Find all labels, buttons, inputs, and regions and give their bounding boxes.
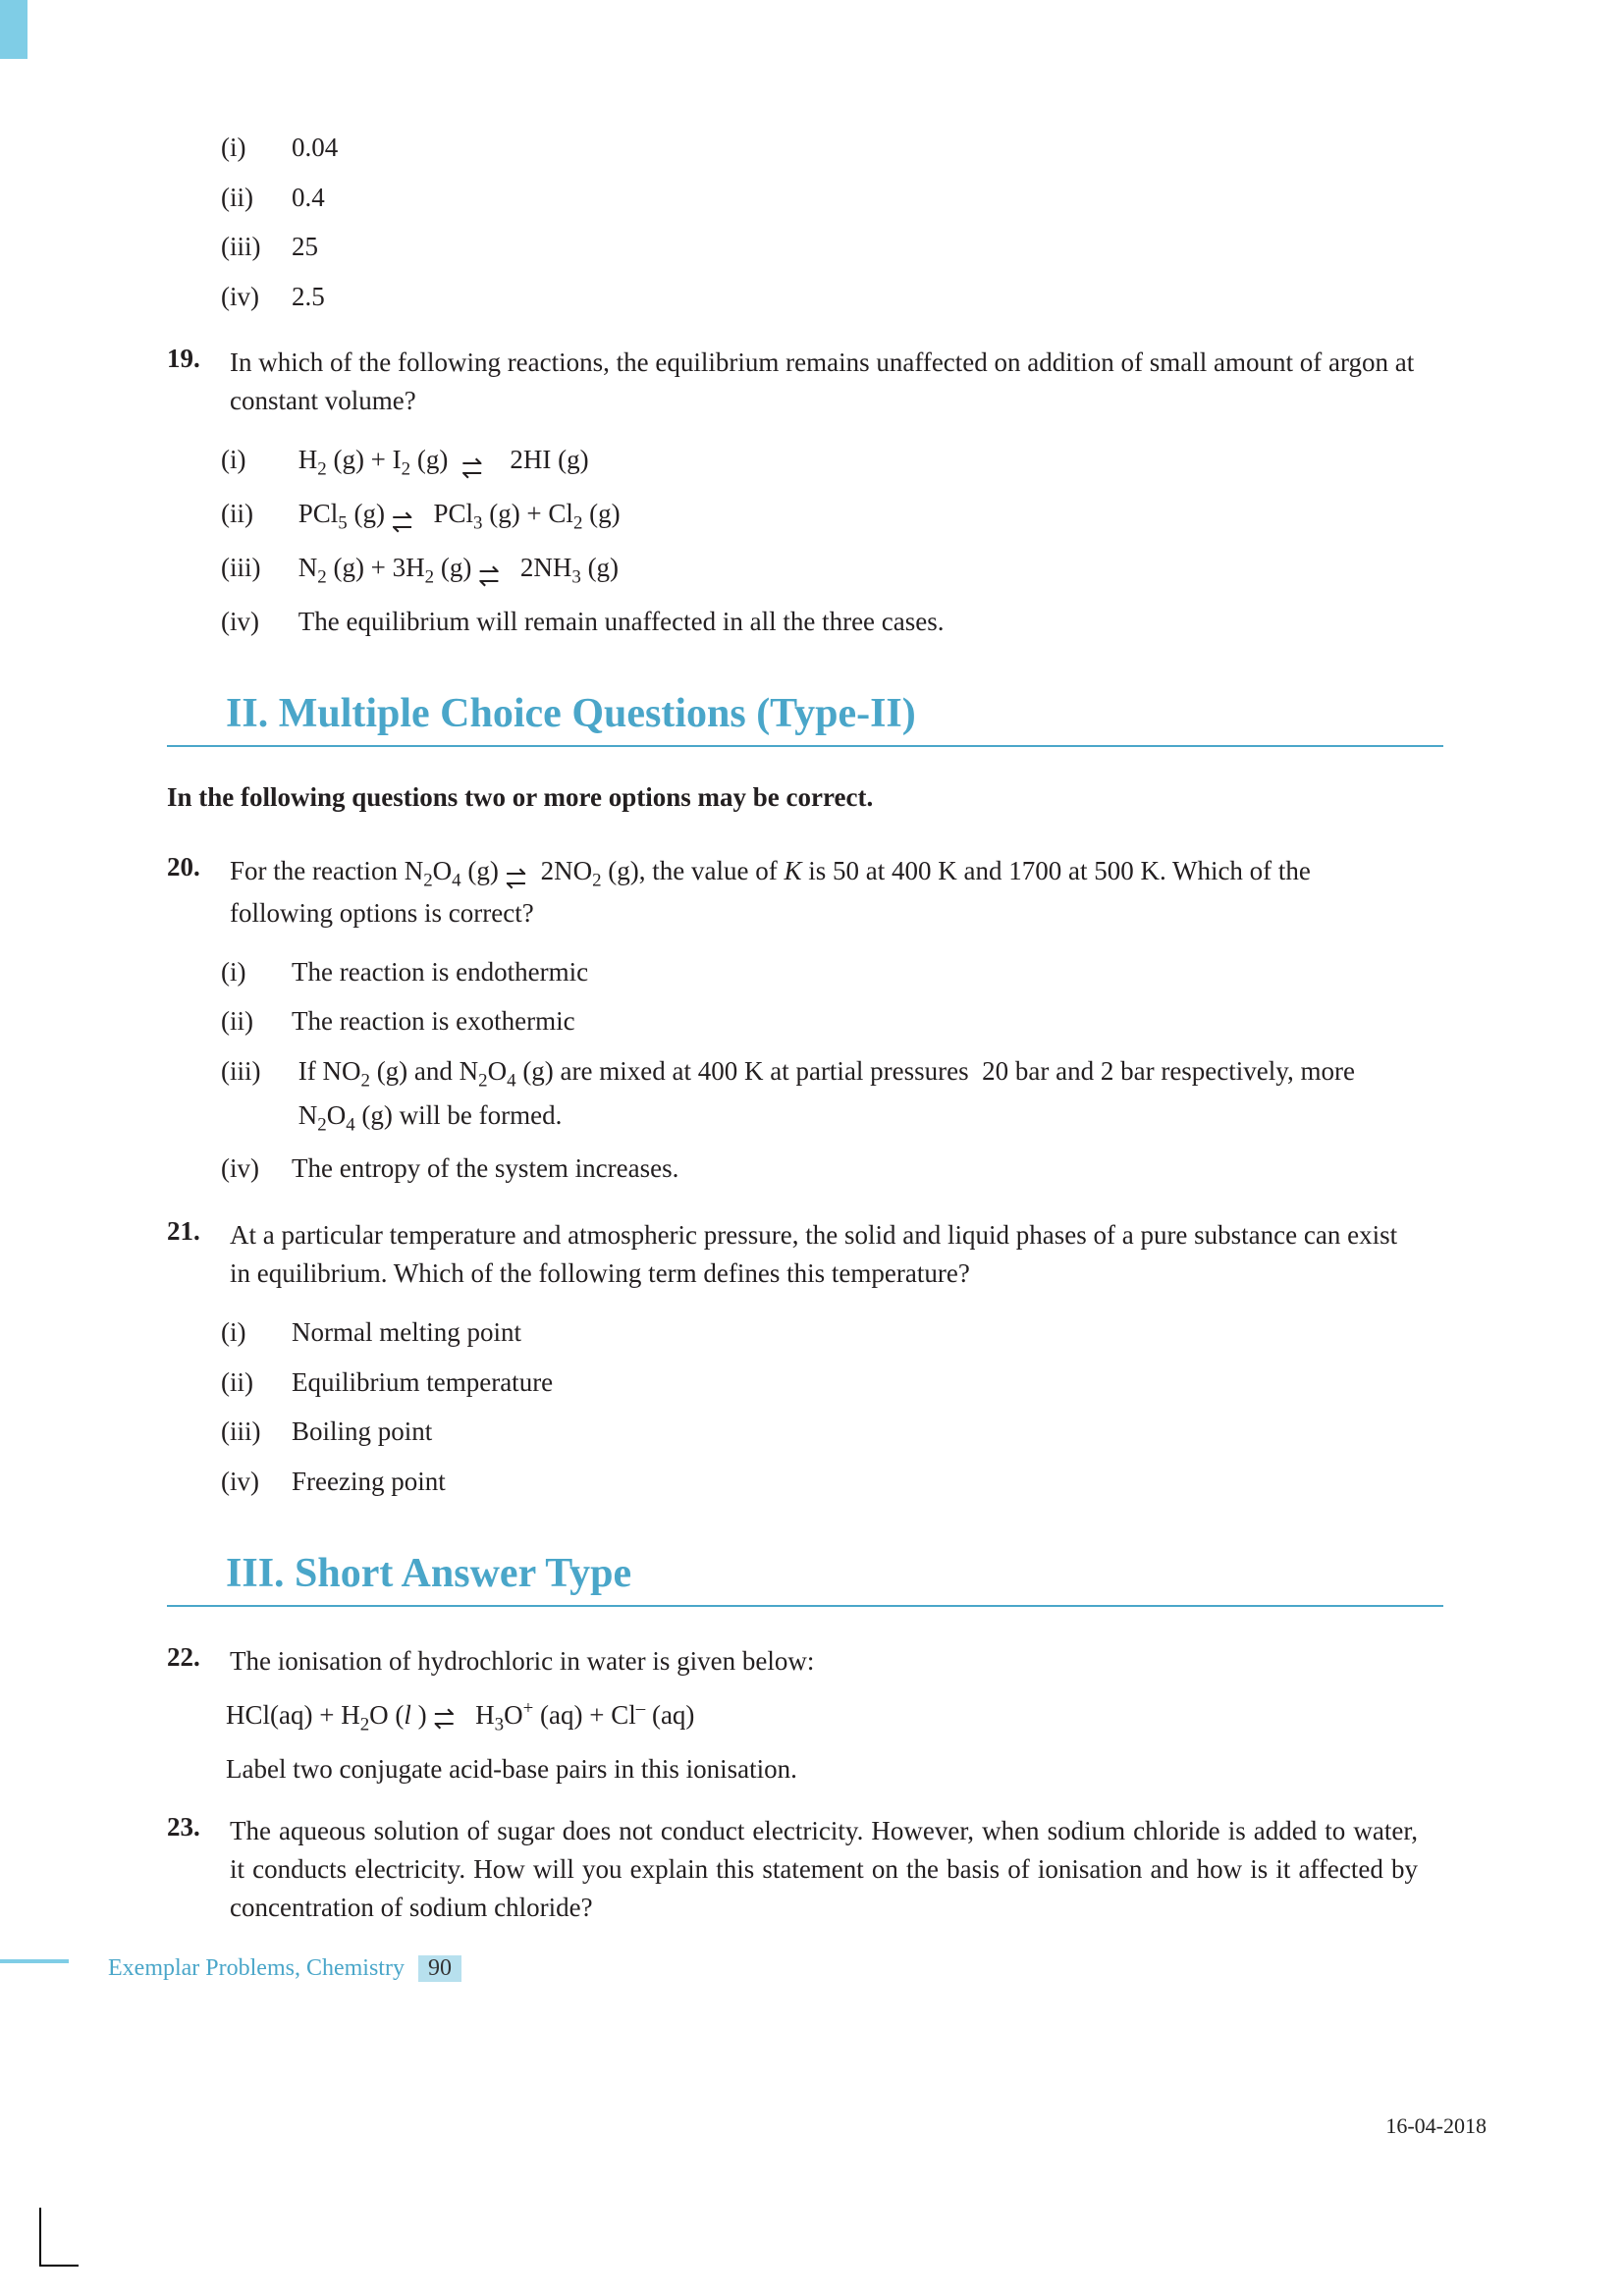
section-2-rule (167, 745, 1443, 747)
crop-mark (39, 2208, 98, 2267)
footer-text: Exemplar Problems, Chemistry (108, 1955, 405, 1981)
q22-text: The ionisation of hydrochloric in water … (230, 1642, 1418, 1681)
q18-options: (i)0.04 (ii)0.4 (iii)25 (iv)2.5 (167, 128, 1443, 316)
q19-opt-i: H2 (g) + I2 (g) 2HI (g) (298, 440, 1359, 484)
q22-num: 22. (167, 1642, 226, 1673)
q23-num: 23. (167, 1812, 226, 1842)
q20: 20. For the reaction N2O4 (g) 2NO2 (g), … (167, 852, 1443, 1189)
q20-opt-ii: The reaction is exothermic (292, 1001, 1352, 1041)
opt-label: (i) (221, 1312, 292, 1353)
opt-label: (iii) (221, 1051, 292, 1092)
opt-label: (iii) (221, 227, 292, 267)
opt-label: (i) (221, 952, 292, 992)
q18-opt-iii: 25 (292, 227, 1352, 267)
section-2-heading: II. Multiple Choice Questions (Type-II) (226, 690, 1443, 737)
opt-label: (ii) (221, 1362, 292, 1403)
equilibrium-arrow-icon (392, 507, 427, 526)
section-3-heading: III. Short Answer Type (226, 1550, 1443, 1597)
q20-opt-iii: If NO2 (g) and N2O4 (g) are mixed at 400… (298, 1051, 1359, 1140)
opt-label: (iv) (221, 277, 292, 317)
q22: 22. The ionisation of hydrochloric in wa… (167, 1642, 1443, 1785)
q20-text: For the reaction N2O4 (g) 2NO2 (g), the … (230, 852, 1418, 933)
q18-opt-ii: 0.4 (292, 178, 1352, 218)
opt-label: (iv) (221, 1148, 292, 1189)
q21-text: At a particular temperature and atmosphe… (230, 1216, 1418, 1293)
page-footer: Exemplar Problems, Chemistry 90 (108, 1955, 461, 1982)
q21: 21. At a particular temperature and atmo… (167, 1216, 1443, 1501)
q18-opt-iv: 2.5 (292, 277, 1352, 317)
opt-label: (ii) (221, 1001, 292, 1041)
equilibrium-arrow-icon (433, 1708, 468, 1728)
opt-label: (i) (221, 128, 292, 168)
q21-opt-i: Normal melting point (292, 1312, 1352, 1353)
opt-label: (i) (221, 440, 292, 480)
q20-num: 20. (167, 852, 226, 882)
q19: 19. In which of the following reactions,… (167, 344, 1443, 641)
q21-opt-iv: Freezing point (292, 1462, 1352, 1502)
opt-label: (iii) (221, 1412, 292, 1452)
q21-opt-ii: Equilibrium temperature (292, 1362, 1352, 1403)
page-content: (i)0.04 (ii)0.4 (iii)25 (iv)2.5 19. In w… (167, 118, 1443, 1954)
opt-label: (iv) (221, 1462, 292, 1502)
opt-label: (iii) (221, 548, 292, 588)
q21-num: 21. (167, 1216, 226, 1247)
opt-label: (iv) (221, 602, 292, 642)
side-tab (0, 0, 27, 59)
q20-opt-i: The reaction is endothermic (292, 952, 1352, 992)
opt-label: (ii) (221, 178, 292, 218)
q19-opt-iv: The equilibrium will remain unaffected i… (298, 602, 1359, 642)
q18-opt-i: 0.04 (292, 128, 1352, 168)
q19-text: In which of the following reactions, the… (230, 344, 1418, 420)
side-rule (0, 1959, 69, 1963)
equilibrium-arrow-icon (478, 561, 514, 580)
q22-tail: Label two conjugate acid-base pairs in t… (226, 1754, 1443, 1785)
print-date: 16-04-2018 (1385, 2113, 1487, 2139)
equilibrium-arrow-icon (461, 453, 497, 472)
q23-text: The aqueous solution of sugar does not c… (230, 1812, 1418, 1927)
q23: 23. The aqueous solution of sugar does n… (167, 1812, 1443, 1927)
q19-opt-iii: N2 (g) + 3H2 (g) 2NH3 (g) (298, 548, 1359, 592)
opt-label: (ii) (221, 494, 292, 534)
section-2-instruction: In the following questions two or more o… (167, 782, 1443, 813)
q20-opt-iv: The entropy of the system increases. (292, 1148, 1352, 1189)
q19-opt-ii: PCl5 (g) PCl3 (g) + Cl2 (g) (298, 494, 1359, 538)
q21-opt-iii: Boiling point (292, 1412, 1352, 1452)
page-number: 90 (418, 1955, 461, 1982)
q22-equation: HCl(aq) + H2O (l ) H3O+ (aq) + Cl– (aq) (226, 1698, 1443, 1735)
equilibrium-arrow-icon (506, 864, 541, 883)
q19-num: 19. (167, 344, 226, 374)
section-3-rule (167, 1605, 1443, 1607)
